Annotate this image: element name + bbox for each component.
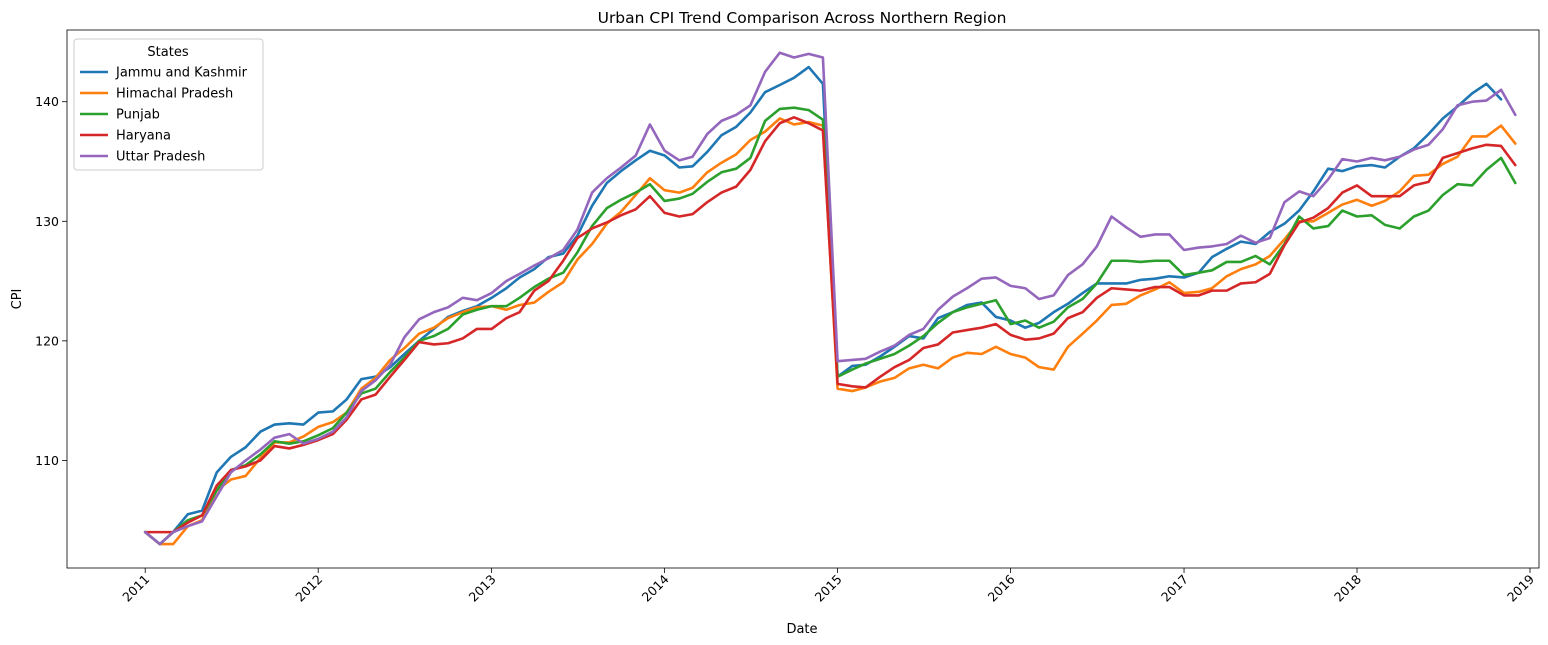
x-tick-label: 2014 — [639, 571, 672, 604]
series-line — [143, 106, 1517, 546]
legend-label: Jammu and Kashmir — [115, 66, 248, 81]
y-tick-label: 130 — [35, 214, 59, 229]
series-line — [143, 51, 1517, 546]
legend-label: Haryana — [116, 129, 171, 144]
legend-label: Himachal Pradesh — [116, 87, 233, 102]
x-tick-label: 2019 — [1504, 571, 1537, 604]
plot-lines — [143, 51, 1517, 546]
x-tick-label: 2017 — [1158, 572, 1191, 605]
legend-box — [73, 38, 264, 171]
y-tick-label: 120 — [35, 333, 59, 348]
x-tick-label: 2012 — [292, 572, 325, 605]
plot-frame — [66, 29, 1540, 569]
series-line — [143, 117, 1517, 546]
x-axis-title: Date — [786, 622, 817, 637]
legend-label: Punjab — [116, 108, 160, 123]
legend-items: Jammu and Kashmir Himachal Pradesh Punjab H… — [80, 66, 248, 165]
legend-label: Uttar Pradesh — [116, 150, 205, 165]
y-axis-title: CPI — [10, 289, 25, 310]
chart-title: Urban CPI Trend Comparison Across Northe… — [598, 9, 1007, 27]
y-axis: 110 120 130 140 — [35, 94, 67, 468]
series-line — [143, 115, 1517, 534]
x-tick-label: 2013 — [466, 572, 499, 605]
legend: States Jammu and Kashmir Himachal Pradesh… — [73, 38, 264, 171]
x-tick-label: 2011 — [119, 572, 152, 605]
x-tick-label: 2015 — [812, 572, 845, 605]
y-tick-label: 110 — [35, 453, 59, 468]
x-tick-label: 2016 — [985, 571, 1018, 604]
x-tick-label: 2018 — [1331, 571, 1364, 604]
y-tick-label: 140 — [35, 94, 59, 109]
x-axis: 2011 2012 2013 2014 2015 2016 2017 2018 2019 — [119, 568, 1537, 605]
legend-title: States — [147, 45, 188, 60]
